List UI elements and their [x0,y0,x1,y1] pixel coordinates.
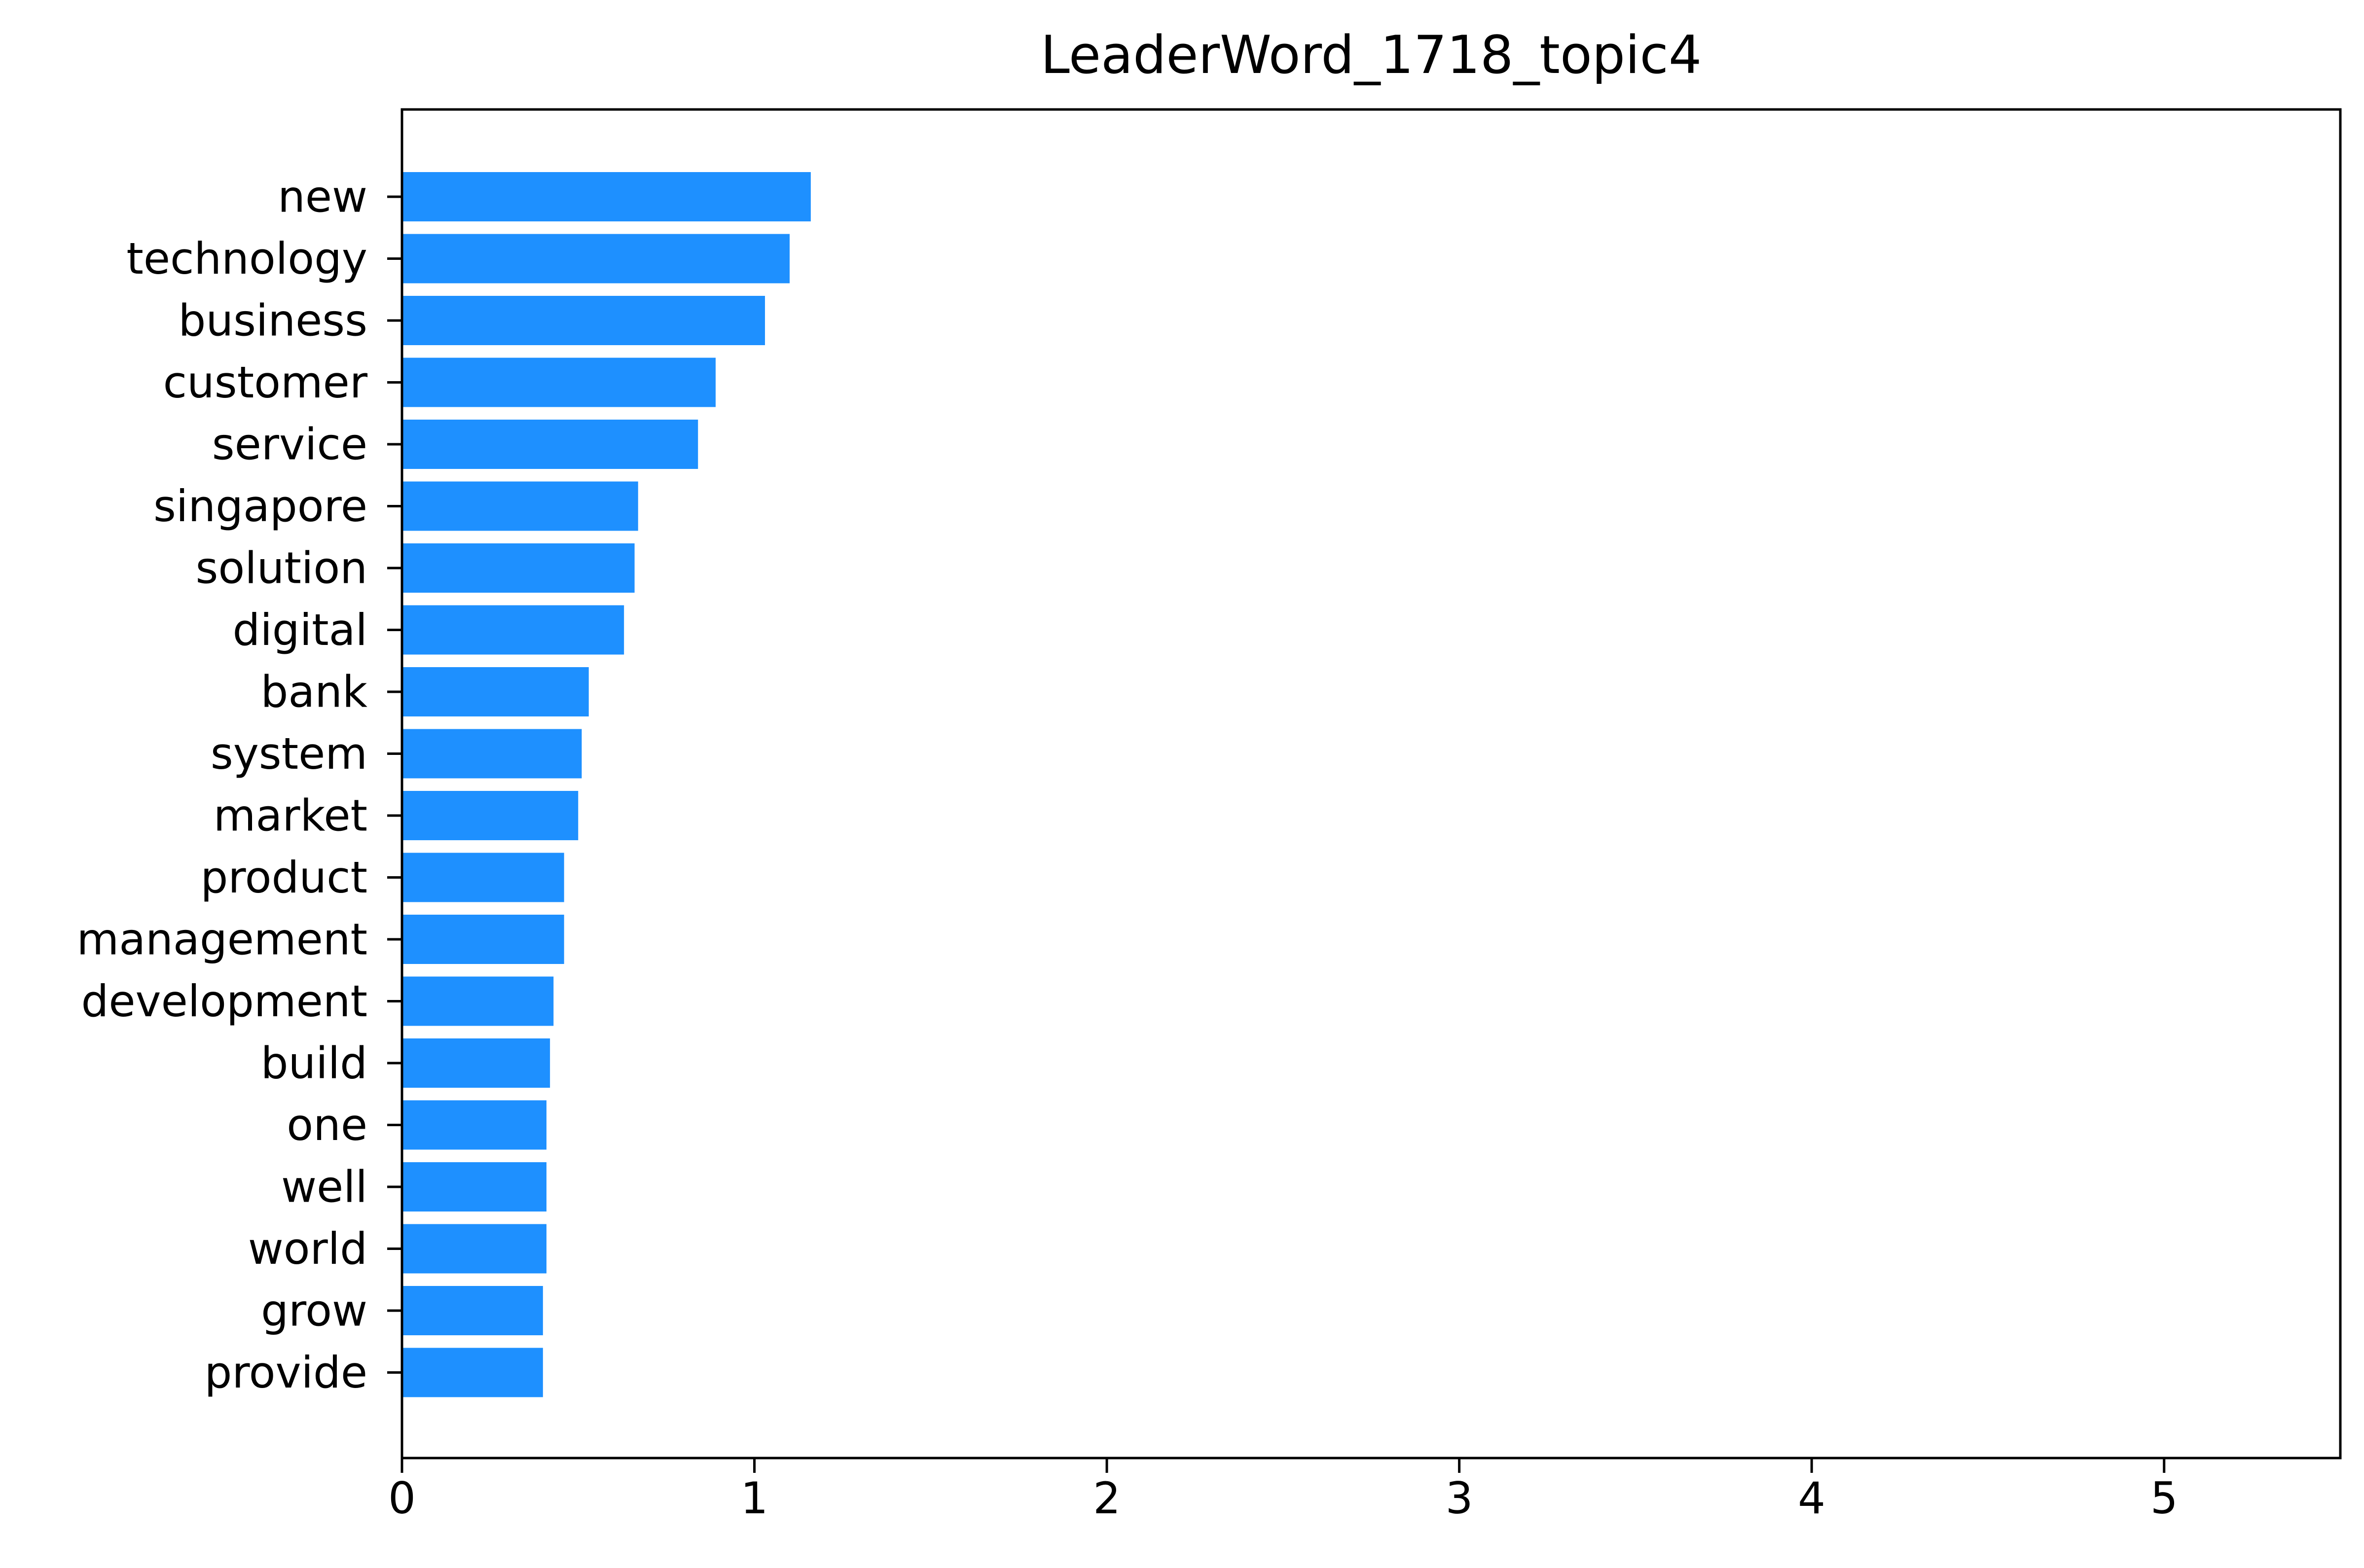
x-axis: 0 1 2 3 4 5 [388,1458,2178,1524]
chart-title: LeaderWord_1718_topic4 [1041,25,1702,85]
y-tick-label-business: business [178,295,367,346]
plot-frame [400,108,2342,1460]
y-tick-label-build: build [261,1038,367,1089]
bar-well [402,1162,546,1212]
y-tick-label-solution: solution [196,543,367,594]
y-tick-label-management: management [77,914,368,965]
bar-development [402,976,554,1026]
bar-market [402,791,579,840]
bar-solution [402,543,635,593]
bar-digital [402,605,624,655]
x-tick-label-4: 4 [1798,1473,1825,1524]
y-tick-label-technology: technology [126,233,367,284]
bar-singapore [402,481,638,531]
bar-world [402,1224,546,1274]
y-axis: new technology business customer service sing… [77,172,402,1398]
bar-customer [402,357,716,407]
x-tick-label-0: 0 [388,1473,416,1524]
bar-technology [402,234,790,284]
bar-one [402,1100,546,1150]
y-tick-label-singapore: singapore [153,481,367,532]
bar-provide [402,1348,543,1397]
bars [402,172,811,1397]
bar-new [402,172,811,221]
y-tick-label-market: market [214,790,367,841]
bar-management [402,915,564,964]
y-tick-label-bank: bank [260,667,367,717]
y-tick-label-digital: digital [233,605,368,655]
x-tick-label-2: 2 [1093,1473,1121,1524]
y-tick-label-well: well [281,1162,367,1212]
bar-business [402,296,765,345]
y-tick-label-new: new [278,172,367,222]
y-tick-label-system: system [211,728,367,779]
bar-service [402,420,698,469]
y-tick-label-provide: provide [205,1347,367,1398]
y-tick-label-product: product [201,852,367,903]
bar-build [402,1038,550,1088]
y-tick-label-development: development [81,976,367,1027]
bar-grow [402,1286,543,1335]
bar-bank [402,667,589,716]
bar-system [402,729,582,779]
y-tick-label-service: service [212,419,367,470]
bar-product [402,853,564,902]
x-tick-label-5: 5 [2150,1473,2178,1524]
y-tick-label-grow: grow [261,1285,367,1336]
x-tick-label-1: 1 [741,1473,768,1524]
x-tick-label-3: 3 [1446,1473,1473,1524]
y-tick-label-one: one [287,1100,367,1150]
y-tick-label-customer: customer [163,357,368,408]
y-tick-label-world: world [248,1223,367,1274]
